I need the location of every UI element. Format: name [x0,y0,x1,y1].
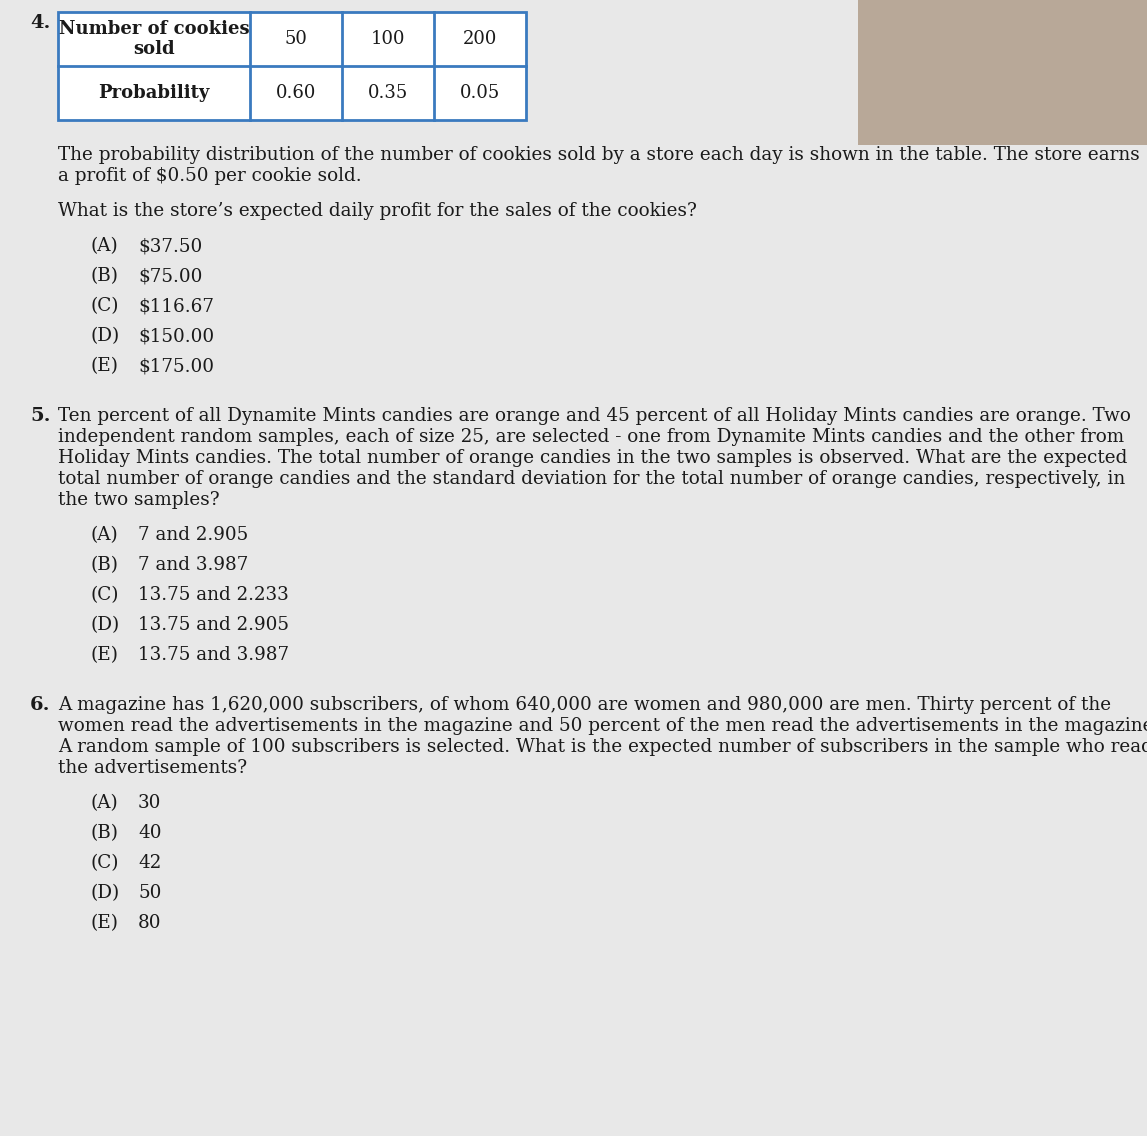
Text: 7 and 2.905: 7 and 2.905 [138,526,248,544]
Text: 13.75 and 2.905: 13.75 and 2.905 [138,616,289,634]
Text: (C): (C) [89,586,118,604]
Text: 200: 200 [462,30,497,48]
Text: $150.00: $150.00 [138,327,214,345]
Text: 13.75 and 2.233: 13.75 and 2.233 [138,586,289,604]
Text: Ten percent of all Dynamite Mints candies are orange and 45 percent of all Holid: Ten percent of all Dynamite Mints candie… [58,407,1131,425]
Text: Probability: Probability [99,84,210,102]
Text: 0.60: 0.60 [275,84,317,102]
Text: What is the store’s expected daily profit for the sales of the cookies?: What is the store’s expected daily profi… [58,202,697,220]
Text: $75.00: $75.00 [138,267,202,285]
Text: 5.: 5. [30,407,50,425]
Text: 7 and 3.987: 7 and 3.987 [138,556,249,574]
Text: (C): (C) [89,854,118,872]
Text: 30: 30 [138,794,162,812]
Text: 42: 42 [138,854,162,872]
Text: (E): (E) [89,646,118,665]
Text: 40: 40 [138,824,162,842]
Text: total number of orange candies and the standard deviation for the total number o: total number of orange candies and the s… [58,470,1125,488]
Text: 100: 100 [370,30,405,48]
Text: (D): (D) [89,327,119,345]
Text: (A): (A) [89,526,118,544]
Text: (E): (E) [89,914,118,932]
Text: 0.35: 0.35 [368,84,408,102]
Text: (B): (B) [89,556,118,574]
Bar [58,12,526,120]
Text: A magazine has 1,620,000 subscribers, of whom 640,000 are women and 980,000 are : A magazine has 1,620,000 subscribers, of… [58,696,1111,715]
Text: $175.00: $175.00 [138,357,214,375]
Text: $116.67: $116.67 [138,296,214,315]
Text: 0.05: 0.05 [460,84,500,102]
Text: A random sample of 100 subscribers is selected. What is the expected number of s: A random sample of 100 subscribers is se… [58,738,1147,755]
Text: 6.: 6. [30,696,50,715]
Text: (C): (C) [89,296,118,315]
Text: Holiday Mints candies. The total number of orange candies in the two samples is : Holiday Mints candies. The total number … [58,449,1128,467]
Text: 4.: 4. [30,14,50,32]
Text: 13.75 and 3.987: 13.75 and 3.987 [138,646,289,665]
Bar [58,12,526,120]
Text: the two samples?: the two samples? [58,491,219,509]
Text: 50: 50 [284,30,307,48]
Text: (A): (A) [89,794,118,812]
Text: The probability distribution of the number of cookies sold by a store each day i: The probability distribution of the numb… [58,147,1140,164]
Text: a profit of $0.50 per cookie sold.: a profit of $0.50 per cookie sold. [58,167,361,185]
Text: women read the advertisements in the magazine and 50 percent of the men read the: women read the advertisements in the mag… [58,717,1147,735]
Text: $37.50: $37.50 [138,237,202,254]
Text: (B): (B) [89,824,118,842]
Text: (D): (D) [89,884,119,902]
Text: (E): (E) [89,357,118,375]
Text: independent random samples, each of size 25, are selected - one from Dynamite Mi: independent random samples, each of size… [58,428,1124,446]
Text: the advertisements?: the advertisements? [58,759,247,777]
Text: Number of cookies
sold: Number of cookies sold [58,19,249,58]
Text: (A): (A) [89,237,118,254]
Text: (B): (B) [89,267,118,285]
Text: 50: 50 [138,884,162,902]
Text: (D): (D) [89,616,119,634]
Text: 80: 80 [138,914,162,932]
Bar [858,0,1147,145]
